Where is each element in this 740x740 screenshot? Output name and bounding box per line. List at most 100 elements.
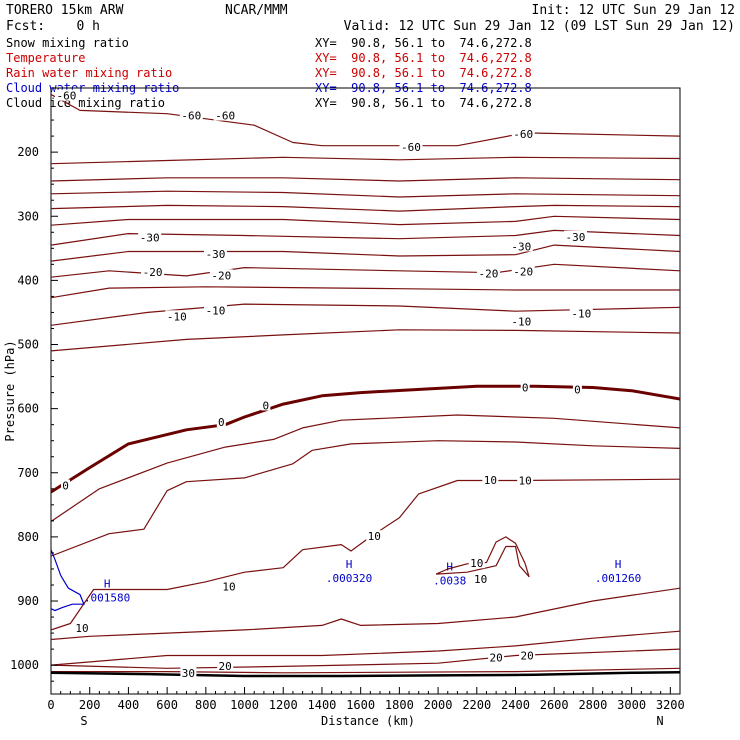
isotherm--15 (51, 286, 680, 299)
model-title: TORERO 15km ARW (6, 3, 124, 18)
x-tick-label: 1800 (385, 698, 414, 712)
field-legend: Snow mixing ratio XY= 90.8, 56.1 to 74.6… (6, 36, 532, 110)
ground-surface (50, 670, 681, 678)
max-marker: H (615, 558, 622, 571)
x-tick-label: 3000 (617, 698, 646, 712)
isotherm--55 (51, 156, 680, 165)
x-tick-label: 400 (118, 698, 140, 712)
x-tick-label: 1600 (346, 698, 375, 712)
x-tick-label: 1200 (269, 698, 298, 712)
valid-time: Valid: 12 UTC Sun 29 Jan 12 (09 LST Sun … (344, 19, 735, 34)
y-tick-label: 500 (17, 338, 39, 352)
contour-label: -60 (513, 128, 533, 141)
contour-label: 0 (522, 381, 529, 394)
contour-label: -60 (181, 110, 201, 123)
contour-label-bg (519, 649, 536, 661)
contour-label: 30 (182, 667, 195, 680)
contour-label-bg (511, 265, 535, 277)
contour-label-bg (511, 128, 535, 140)
isotherm-5 (51, 414, 680, 522)
isotherm--60 (51, 93, 680, 147)
isotherm-15 (51, 587, 680, 641)
contour-label-bg (468, 557, 485, 569)
contour-label-bg (476, 267, 500, 279)
contour-label: -20 (513, 265, 533, 278)
y-axis: 200 300 400 500 600 700 800 900 1000 (10, 119, 58, 682)
contour-label-bg (399, 140, 423, 152)
forecast-hour: Fcst: 0 h (6, 19, 100, 34)
x-tick-label: 1000 (230, 698, 259, 712)
x-axis: 0 200 400 600 800 1000 1200 1400 1600 1800 2000 220… (47, 687, 685, 712)
max-marker: H (346, 558, 353, 571)
contour-label-bg (221, 580, 238, 592)
y-tick-label: 900 (17, 594, 39, 608)
contour-label: 20 (219, 660, 232, 673)
contour-label: 20 (490, 651, 503, 664)
y-axis-label: Pressure (hPa) (3, 340, 17, 441)
left-end-label: S (80, 714, 87, 728)
contour-label-bg (165, 310, 189, 322)
contour-label-bg (209, 269, 233, 281)
y-tick-label: 700 (17, 466, 39, 480)
isotherm-10 (51, 440, 680, 557)
temperature-contours (51, 93, 680, 674)
contour-label-bg (217, 659, 234, 671)
y-tick-label: 400 (17, 273, 39, 287)
plot-frame (50, 87, 681, 695)
field-xy-snow: XY= 90.8, 56.1 to 74.6,272.8 (315, 36, 532, 50)
max-value: .0038 (433, 575, 466, 588)
contour-label: 10 (470, 557, 483, 570)
y-tick-label: 300 (17, 209, 39, 223)
field-xy-temperature: XY= 90.8, 56.1 to 74.6,272.8 (315, 51, 532, 65)
isotherm--25 (51, 244, 680, 262)
contour-label-bg (216, 416, 226, 428)
contour-label: -20 (211, 269, 231, 282)
contour-label: -20 (478, 267, 498, 280)
contour-label: 0 (574, 383, 581, 396)
isotherm--40 (51, 204, 680, 212)
contour-label: -10 (167, 310, 187, 323)
field-xy-rain: XY= 90.8, 56.1 to 74.6,272.8 (315, 66, 532, 80)
x-tick-label: 2600 (540, 698, 569, 712)
isotherm--50 (51, 177, 680, 182)
x-tick-label: 200 (79, 698, 101, 712)
contour-label-bg (509, 315, 533, 327)
contour-label: -10 (571, 308, 591, 321)
x-tick-label: 2400 (501, 698, 530, 712)
contour-label-bg (180, 666, 197, 678)
contour-label-bg (509, 240, 533, 252)
contour-label: -60 (57, 90, 77, 103)
contour-label-bg (73, 621, 90, 633)
isotherm--35 (51, 215, 680, 226)
isotherm-10 (51, 478, 680, 631)
contour-label-bg (141, 266, 165, 278)
x-tick-label: 2800 (578, 698, 607, 712)
x-tick-label: 0 (47, 698, 54, 712)
contour-label: -30 (566, 231, 586, 244)
contour-label: 0 (263, 399, 270, 412)
ground-line (50, 670, 681, 678)
right-end-label: N (656, 714, 663, 728)
contour-label: -60 (215, 110, 235, 123)
x-tick-label: 3200 (656, 698, 685, 712)
contour-label-bg (520, 381, 530, 393)
max-value: .001580 (84, 591, 130, 604)
contour-label: 10 (519, 474, 532, 487)
isotherm--20 (51, 263, 680, 278)
contour-label-bg (563, 230, 587, 242)
contour-label: 10 (474, 573, 487, 586)
cloud-water-contours (51, 549, 85, 612)
init-time: Init: 12 UTC Sun 29 Jan 12 (532, 3, 736, 18)
contour-label-bg (488, 651, 505, 663)
y-tick-label: 800 (17, 530, 39, 544)
cloud-water-contour (51, 549, 85, 612)
max-marker: H (446, 561, 453, 574)
contour-label-bg (572, 383, 582, 395)
isotherm--5 (51, 329, 680, 352)
isotherm-20 (51, 630, 680, 666)
contour-label: 0 (62, 480, 69, 493)
y-tick-label: 1000 (10, 658, 39, 672)
center-title: NCAR/MMM (225, 3, 288, 18)
contour-label-bg (138, 231, 162, 243)
